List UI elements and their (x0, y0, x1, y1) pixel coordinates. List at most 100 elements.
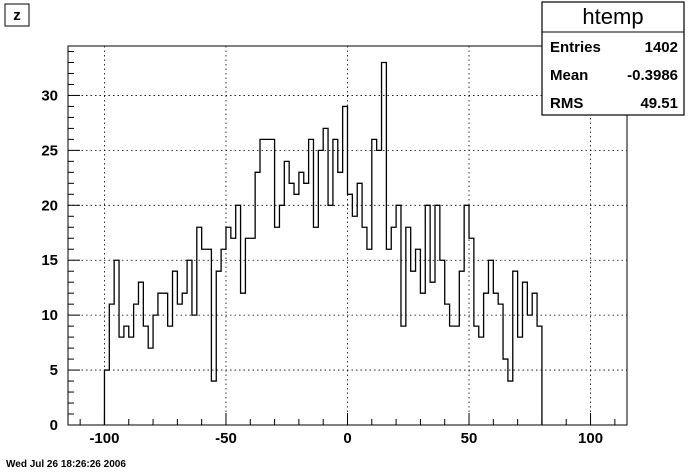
canvas-title-box[interactable]: z (4, 3, 30, 27)
histogram-bin (484, 293, 489, 425)
histogram-bin (435, 205, 440, 425)
y-tick-label: 10 (41, 307, 58, 324)
stats-title: htemp (582, 4, 643, 29)
histogram-bin (357, 183, 362, 425)
histogram-bin (513, 271, 518, 425)
histogram-bin (537, 326, 542, 425)
histogram-bin (391, 227, 396, 425)
histogram-bin (401, 326, 406, 425)
histogram-bin (143, 326, 148, 425)
histogram-bin (508, 381, 513, 425)
footer-timestamp: Wed Jul 26 18:26:26 2006 (6, 459, 126, 470)
histogram-outline (103, 61, 543, 425)
stats-mean-label: Mean (550, 67, 588, 84)
histogram-bin (279, 205, 284, 425)
histogram-bin (318, 150, 323, 425)
histogram-bin (182, 293, 187, 425)
histogram-bin (265, 139, 270, 425)
stats-mean-value: -0.3986 (627, 67, 678, 84)
histogram-bin (284, 161, 289, 425)
histogram-bin (464, 205, 469, 425)
histogram-bin (313, 227, 318, 425)
histogram-bin (255, 172, 260, 425)
histogram-bin (469, 238, 474, 425)
histogram-bin (250, 238, 255, 425)
histogram-bin (109, 304, 114, 425)
histogram-bin (187, 260, 192, 425)
histogram-bin (163, 293, 168, 425)
histogram-bin (236, 205, 241, 425)
x-tick-label: 50 (461, 430, 478, 447)
histogram-bin (148, 348, 153, 425)
histogram-bin (372, 139, 377, 425)
stats-entries-label: Entries (550, 39, 601, 56)
histogram-bin (124, 326, 129, 425)
histogram-bin (221, 249, 226, 425)
histogram-bin (396, 205, 401, 425)
histogram-bin (479, 337, 484, 425)
histogram-bin (420, 293, 425, 425)
histogram-bin (411, 271, 416, 425)
x-tick-label: 100 (578, 430, 603, 447)
x-tick-label: -50 (215, 430, 237, 447)
histogram-bin (498, 304, 503, 425)
histogram-bin (207, 249, 212, 425)
histogram-bars (103, 61, 543, 425)
histogram-bin (299, 172, 304, 425)
histogram-bin (231, 238, 236, 425)
histogram-bin (406, 227, 411, 425)
histogram-bin (445, 304, 450, 425)
histogram-bin (416, 249, 421, 425)
histogram-bin (386, 249, 391, 425)
histogram-bin (153, 315, 158, 425)
histogram-bin (158, 293, 163, 425)
histogram-bin (202, 249, 207, 425)
histogram-bin (197, 227, 202, 425)
histogram-bin (488, 260, 493, 425)
histogram-bin (177, 304, 182, 425)
histogram-bin (309, 139, 314, 425)
histogram-bin (382, 62, 387, 425)
histogram-bin (503, 359, 508, 425)
histogram-bin (518, 337, 523, 425)
histogram-bin (377, 150, 382, 425)
histogram-bin (168, 326, 173, 425)
histogram-bin (362, 227, 367, 425)
histogram-bin (459, 271, 464, 425)
histogram-bin (226, 227, 231, 425)
stats-box[interactable]: htemp Entries 1402 Mean -0.3986 RMS 49.5… (541, 1, 685, 116)
y-tick-label: 0 (50, 417, 58, 434)
histogram-bin (323, 128, 328, 425)
histogram-bin (129, 337, 134, 425)
histogram-bin (532, 293, 537, 425)
histogram-bin (425, 205, 430, 425)
stats-entries-value: 1402 (645, 39, 678, 56)
histogram-bin (192, 315, 197, 425)
y-tick-label: 20 (41, 197, 58, 214)
histogram-bin (104, 370, 109, 425)
y-tick-label: 25 (41, 142, 58, 159)
histogram-bin (440, 260, 445, 425)
histogram-bin (114, 260, 119, 425)
histogram-bin (454, 326, 459, 425)
canvas-title-label: z (13, 7, 21, 24)
histogram-bin (493, 293, 498, 425)
histogram-bin (304, 183, 309, 425)
stats-rms-label: RMS (550, 95, 583, 112)
histogram-bin (333, 139, 338, 425)
histogram-bin (367, 249, 372, 425)
histogram-bin (211, 381, 216, 425)
histogram-bin (173, 271, 178, 425)
histogram-bin (522, 282, 527, 425)
histogram-bin (289, 183, 294, 425)
y-tick-label: 15 (41, 252, 58, 269)
histogram-bin (134, 304, 139, 425)
stats-rms-value: 49.51 (640, 95, 678, 112)
tick-labels: -100 -50 0 50 100 0 5 10 15 20 25 30 (41, 87, 603, 447)
y-tick-label: 30 (41, 87, 58, 104)
histogram-bin (138, 282, 143, 425)
histogram-bin (343, 106, 348, 425)
histogram-bin (328, 205, 333, 425)
histogram-bin (270, 139, 275, 425)
